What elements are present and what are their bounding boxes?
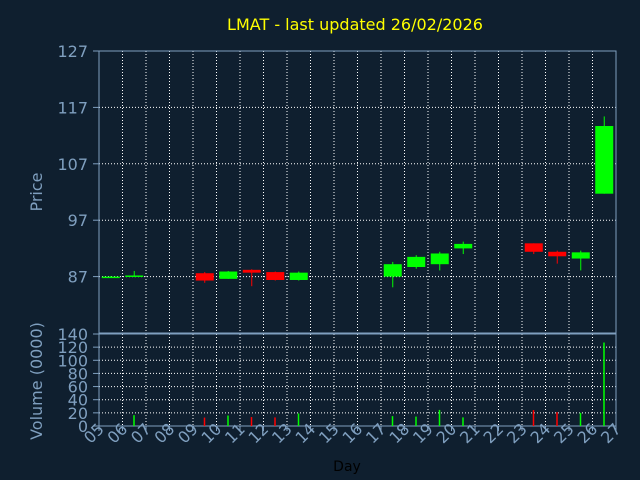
volume-tick-label: 40: [68, 391, 88, 410]
candle-body: [289, 272, 308, 280]
x-tick-label: 27: [597, 419, 625, 447]
candle-body: [407, 256, 426, 268]
candle-body: [219, 271, 238, 279]
candle-body: [548, 251, 567, 257]
volume-bar: [133, 415, 135, 426]
volume-tick-label: 60: [68, 378, 88, 397]
volume-bar: [579, 412, 582, 426]
chart-title: LMAT - last updated 26/02/2026: [227, 15, 483, 34]
price-tick-label: 107: [57, 155, 88, 174]
volume-bar: [274, 417, 276, 426]
price-tick-label: 117: [57, 98, 88, 117]
volume-tick-label: 120: [57, 338, 88, 357]
candle-body: [524, 243, 543, 252]
volume-tick-label: 100: [57, 351, 88, 370]
price-y-axis: 87 97 107 117 127: [57, 42, 99, 287]
volume-bar: [556, 412, 558, 426]
candle-body: [125, 275, 144, 277]
candle: [219, 270, 238, 279]
candle: [454, 241, 473, 255]
price-tick-label: 127: [57, 42, 88, 61]
price-grid: [99, 51, 616, 333]
candle-body: [101, 276, 120, 279]
candle: [524, 243, 543, 255]
volume-bar: [391, 416, 394, 426]
volume-bar: [227, 415, 229, 426]
candle-body: [595, 126, 614, 194]
x-axis-label: Day: [333, 459, 361, 475]
price-panel-frame: [98, 50, 617, 334]
volume-grid: [99, 334, 616, 426]
price-tick-label: 97: [68, 211, 88, 230]
candle: [125, 270, 144, 278]
candle: [101, 276, 120, 279]
candle-body: [195, 273, 214, 281]
candle-body: [430, 253, 449, 265]
volume-bar: [462, 417, 464, 426]
candle: [289, 271, 308, 281]
candle: [242, 269, 261, 287]
candle: [571, 250, 590, 271]
volume-bar: [532, 410, 535, 426]
candlesticks: [101, 116, 614, 288]
volume-bar: [438, 409, 441, 426]
candle: [430, 251, 449, 271]
volume-tick-label: 80: [68, 364, 88, 383]
volume-bar: [415, 416, 417, 426]
candle: [595, 116, 614, 194]
candle: [266, 271, 285, 281]
candle-body: [454, 243, 473, 249]
candle-body: [242, 269, 261, 273]
candle: [407, 255, 426, 269]
price-axis-label: Price: [27, 172, 46, 211]
price-tick-label: 87: [68, 268, 88, 287]
volume-bar: [297, 413, 300, 426]
volume-tick-label: 0: [78, 417, 88, 436]
volume-bar: [603, 342, 605, 426]
volume-tick-label: 20: [68, 404, 88, 423]
volume-bar: [250, 417, 253, 426]
x-axis: 0506070809101112131415161718192021222324…: [80, 419, 625, 447]
volume-tick-label: 140: [57, 325, 88, 344]
candle-body: [571, 252, 590, 259]
candle-body: [383, 264, 402, 277]
candle: [548, 250, 567, 264]
volume-axis-label: Volume (0000): [27, 322, 46, 440]
volume-bars: [133, 342, 605, 426]
candle-body: [266, 272, 285, 280]
candle: [195, 272, 214, 283]
candle: [383, 261, 402, 288]
volume-bar: [203, 417, 206, 426]
